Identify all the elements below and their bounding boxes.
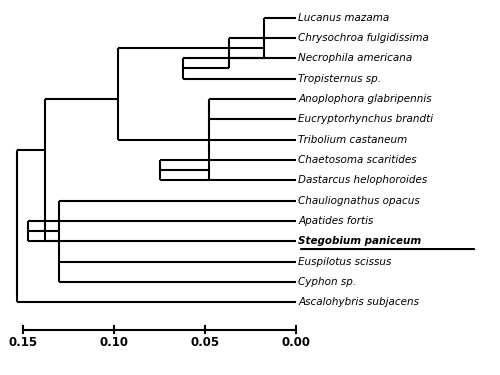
Text: Anoplophora glabripennis: Anoplophora glabripennis bbox=[298, 94, 432, 104]
Text: Stegobium paniceum: Stegobium paniceum bbox=[298, 236, 422, 246]
Text: Euspilotus scissus: Euspilotus scissus bbox=[298, 256, 392, 267]
Text: 0.00: 0.00 bbox=[282, 336, 311, 350]
Text: 0.10: 0.10 bbox=[100, 336, 128, 350]
Text: Tribolium castaneum: Tribolium castaneum bbox=[298, 135, 408, 145]
Text: 0.05: 0.05 bbox=[190, 336, 220, 350]
Text: Apatides fortis: Apatides fortis bbox=[298, 216, 374, 226]
Text: Chaetosoma scaritides: Chaetosoma scaritides bbox=[298, 155, 417, 165]
Text: Dastarcus helophoroides: Dastarcus helophoroides bbox=[298, 176, 428, 185]
Text: Lucanus mazama: Lucanus mazama bbox=[298, 13, 390, 22]
Text: Necrophila americana: Necrophila americana bbox=[298, 53, 412, 63]
Text: Eucryptorhynchus brandti: Eucryptorhynchus brandti bbox=[298, 114, 434, 125]
Text: Chrysochroa fulgidissima: Chrysochroa fulgidissima bbox=[298, 33, 429, 43]
Text: Tropisternus sp.: Tropisternus sp. bbox=[298, 74, 381, 84]
Text: 0.15: 0.15 bbox=[8, 336, 38, 350]
Text: Cyphon sp.: Cyphon sp. bbox=[298, 277, 356, 287]
Text: Chauliognathus opacus: Chauliognathus opacus bbox=[298, 196, 420, 206]
Text: Ascalohybris subjacens: Ascalohybris subjacens bbox=[298, 297, 419, 307]
